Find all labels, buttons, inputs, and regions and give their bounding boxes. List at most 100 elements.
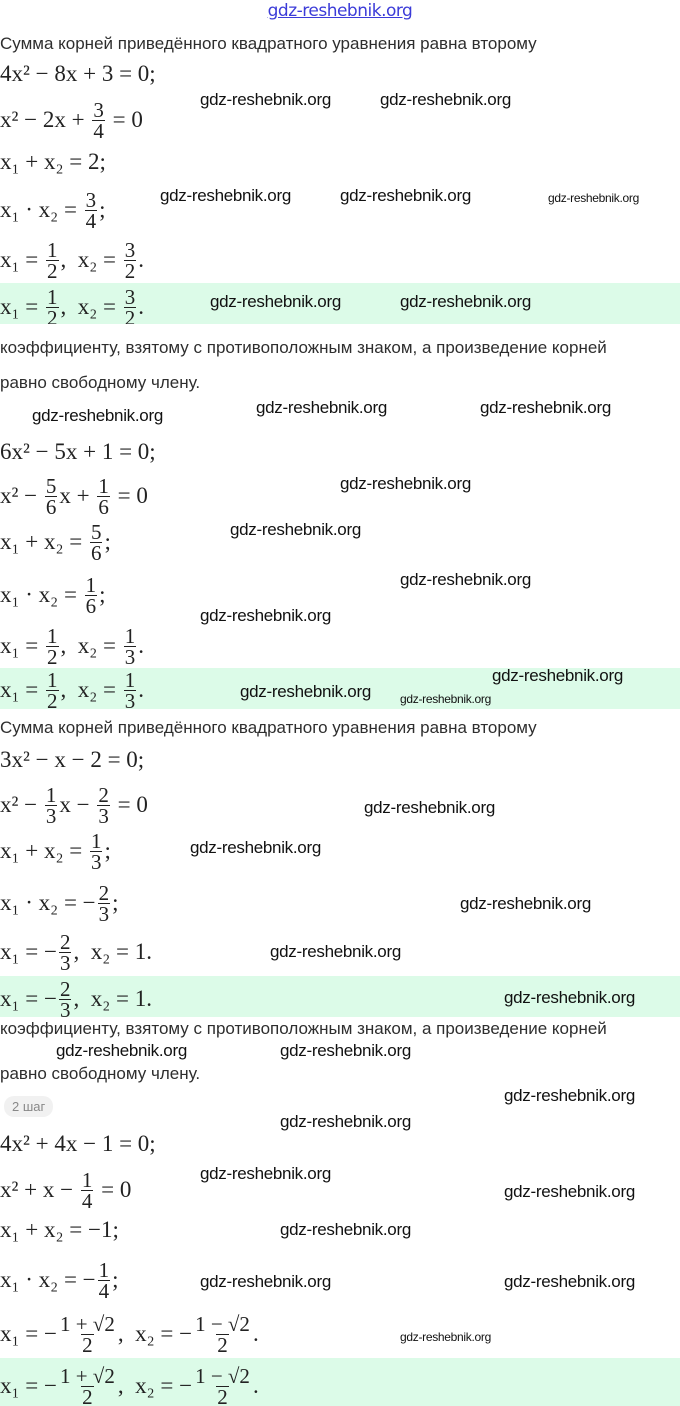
numerator: 1 [98, 1257, 110, 1282]
math-text: , x₂ = 1. [73, 986, 152, 1011]
site-watermark-link[interactable]: gdz-reshebnik.org [267, 1, 413, 21]
math-text: ; [99, 197, 106, 222]
numerator: 5 [45, 473, 57, 498]
numerator: 1 [47, 623, 58, 648]
watermark: gdz-reshebnik.org [364, 798, 495, 817]
rule-text: Сумма корней приведённого квадратного ур… [0, 718, 537, 737]
math-text: ; [112, 890, 119, 915]
answer-highlight: x₁ = −1 + √2 2, x₂ = −1 − √2 2. [0, 1358, 680, 1406]
watermark: gdz-reshebnik.org [280, 1220, 411, 1239]
watermark: gdz-reshebnik.org [210, 292, 341, 311]
denominator: 3 [44, 803, 58, 828]
math-text: , x₂ = − [117, 1373, 193, 1398]
numerator: 3 [124, 284, 136, 309]
math-text: x₁ · x₂ = [0, 197, 83, 222]
equation: 4x² + 4x − 1 = 0; [0, 1124, 156, 1164]
step-badge: 2 шаг [4, 1096, 54, 1117]
math-text: 4x² + 4x − 1 = 0; [0, 1131, 156, 1156]
watermark: gdz-reshebnik.org [160, 186, 291, 205]
watermark: gdz-reshebnik.org [200, 1164, 331, 1183]
numerator: 5 [90, 519, 102, 544]
rule-text: коэффициенту, взятому с противоположным … [0, 1019, 607, 1038]
numerator: 1 + √2 [59, 1311, 115, 1336]
math-text: x₁ = [0, 633, 44, 658]
denominator: 3 [89, 849, 103, 874]
math-text: x₁ = − [0, 939, 57, 964]
denominator: 2 [123, 258, 137, 283]
math-text: , x₂ = − [117, 1321, 193, 1346]
math-text: ; [99, 582, 106, 607]
numerator: 1 [90, 828, 102, 853]
math-text: , x₂ = 1. [73, 939, 152, 964]
denominator: 2 [216, 1384, 229, 1406]
numerator: 1 [124, 623, 136, 648]
math-text: . [138, 294, 144, 319]
watermark: gdz-reshebnik.org [480, 398, 611, 417]
numerator: 1 [45, 782, 57, 807]
denominator: 6 [44, 494, 58, 519]
numerator: 1 [81, 1167, 93, 1192]
watermark: gdz-reshebnik.org [200, 90, 331, 109]
math-text: x₁ = [0, 677, 44, 702]
denominator: 3 [97, 803, 110, 828]
denominator: 2 [81, 1332, 94, 1357]
numerator: 2 [98, 880, 110, 905]
denominator: 2 [81, 1384, 94, 1406]
equation: x₁ + x₂ = 1 3; [0, 828, 111, 874]
watermark: gdz-reshebnik.org [200, 1272, 331, 1291]
fraction: 1 − √2 2 [194, 1313, 251, 1355]
numerator: 1 [124, 668, 136, 692]
equation: x₁ = −2 3, x₂ = 1. [0, 929, 152, 973]
denominator: 2 [123, 306, 137, 324]
math-text: , x₂ = [60, 247, 122, 272]
rule-text: Сумма корней приведённого квадратного ур… [0, 34, 537, 53]
numerator: 1 [85, 572, 97, 597]
numerator: 3 [93, 97, 104, 122]
denominator: 2 [46, 644, 59, 669]
numerator: 1 − √2 [195, 1363, 250, 1388]
watermark: gdz-reshebnik.org [240, 682, 371, 701]
equation: x₁ + x₂ = 5 6; [0, 519, 111, 565]
watermark: gdz-reshebnik.org [340, 186, 471, 205]
numerator: 2 [98, 782, 109, 807]
watermark: gdz-reshebnik.org [400, 292, 531, 311]
watermark: gdz-reshebnik.org [256, 398, 387, 417]
equation: x₁ · x₂ = −2 3; [0, 880, 119, 924]
denominator: 6 [89, 540, 103, 565]
watermark: gdz-reshebnik.org [504, 1182, 635, 1201]
rule-text: равно свободному члену. [0, 373, 201, 392]
numerator: 2 [59, 929, 71, 954]
denominator: 4 [84, 208, 98, 233]
math-text: x² + x − [0, 1177, 79, 1202]
math-text: . [252, 1321, 259, 1346]
math-text: x − [59, 792, 96, 817]
watermark: gdz-reshebnik.org [504, 1086, 635, 1105]
math-text: . [138, 633, 144, 658]
numerator: 1 [47, 284, 58, 309]
math-text: x₁ + x₂ = −1; [0, 1217, 119, 1242]
math-text: , x₂ = [60, 677, 122, 702]
math-text: x₁ = [0, 247, 44, 272]
math-text: 6x² − 5x + 1 = 0; [0, 439, 156, 464]
math-text: x² − [0, 483, 43, 508]
math-text: ; [112, 1267, 119, 1292]
watermark: gdz-reshebnik.org [200, 606, 331, 625]
math-text: x₁ = − [0, 1373, 57, 1398]
math-text: . [252, 1373, 259, 1398]
equation: x₁ · x₂ = 1 6; [0, 572, 106, 616]
answer-highlight: x₁ = −2 3, x₂ = 1. [0, 976, 680, 1017]
